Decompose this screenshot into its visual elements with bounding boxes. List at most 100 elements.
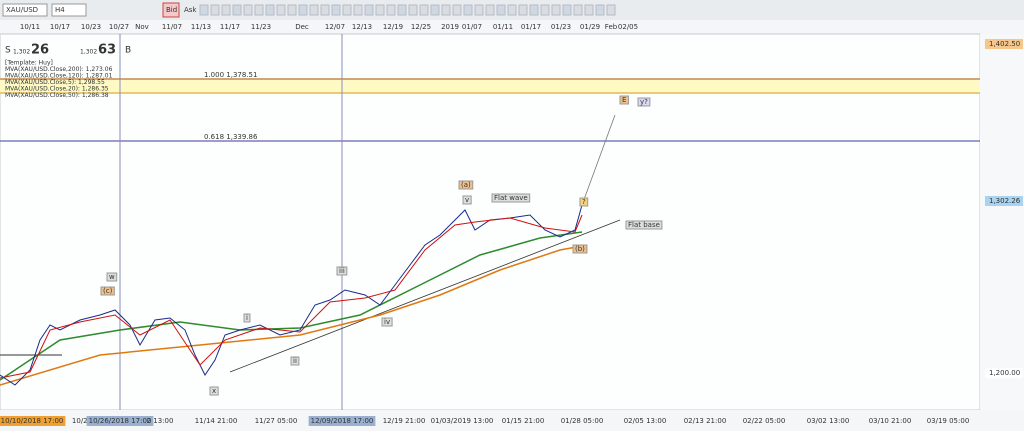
top-date: 12/13 (352, 23, 372, 31)
tool-icon (353, 4, 363, 16)
tool-icon (540, 4, 550, 16)
ma-line (0, 245, 583, 386)
wave-label-box (243, 313, 251, 323)
top-date: 01/07 (462, 23, 482, 31)
wave-label: E (622, 96, 626, 104)
wave-label-box (209, 386, 219, 396)
top-date: Feb (605, 23, 618, 31)
legend-entry: MVA(XAU/USD.Close,200): 1,273.06 (5, 66, 113, 73)
tool-icon (529, 4, 539, 16)
time-label: 02/13 21:00 (684, 417, 727, 425)
symbol-box (2, 3, 48, 17)
tool-icon (452, 4, 462, 16)
time-highlight (86, 416, 154, 426)
tool-icon (518, 4, 528, 16)
wave-label: (b) (575, 245, 585, 253)
top-date: 12/25 (411, 23, 431, 31)
wave-label-box (100, 286, 115, 296)
ma-line (0, 214, 583, 379)
wave-label-box (625, 220, 663, 230)
top-date: 01/11 (493, 23, 513, 31)
sell-small: 1,302 (13, 49, 30, 56)
tool-icon (364, 4, 374, 16)
tool-icon (342, 4, 352, 16)
wave-label: i (246, 314, 248, 322)
price-tag (985, 196, 1023, 206)
tool-icon (397, 4, 407, 16)
top-date-bar (0, 20, 1024, 34)
time-highlight (0, 416, 66, 426)
price-axis (980, 34, 1024, 410)
tool-icon (573, 4, 583, 16)
time-label: 12/09/2018 17:00 (311, 417, 374, 425)
price-label: 1,402.50 (989, 40, 1020, 48)
top-date: 10/27 (109, 23, 129, 31)
top-date: 10/17 (50, 23, 70, 31)
tool-icon (320, 4, 330, 16)
wave-label: iv (384, 318, 390, 326)
time-label: 03/02 13:00 (807, 417, 850, 425)
top-date: 11/17 (220, 23, 240, 31)
tool-icon (210, 4, 220, 16)
tool-icon (408, 4, 418, 16)
wave-label: (a) (461, 181, 471, 189)
wave-label-box (336, 266, 348, 276)
legend-entry: MVA(XAU/USD.Close,5): 1,298.55 (5, 79, 105, 86)
top-date: Nov (135, 23, 149, 31)
level-label: 1.000 1,378.51 (204, 71, 257, 79)
tool-icon (276, 4, 286, 16)
time-label: 01/15 21:00 (502, 417, 545, 425)
price-tag (985, 39, 1023, 49)
time-label: 10/26/2018 17:00 (89, 417, 152, 425)
wave-label: ii (293, 357, 297, 365)
top-date: 11/23 (251, 23, 271, 31)
tool-icon (254, 4, 264, 16)
time-label: 03/19 05:00 (927, 417, 970, 425)
price-label: 1,200.00 (989, 369, 1020, 377)
tool-icon (298, 4, 308, 16)
tool-icon (474, 4, 484, 16)
wave-label-box (290, 356, 300, 366)
sell-big: 26 (31, 43, 49, 58)
tool-icon (595, 4, 605, 16)
wave-label-box (458, 180, 474, 190)
tool-icon (375, 4, 385, 16)
tool-icon (584, 4, 594, 16)
tool-icon (606, 4, 616, 16)
wave-label: w (109, 273, 115, 281)
tool-icon (199, 4, 209, 16)
trend-line (229, 219, 621, 373)
tool-icon (265, 4, 275, 16)
top-date: 01/17 (521, 23, 541, 31)
wave-label-box (106, 272, 118, 282)
top-date: 01/29 (580, 23, 600, 31)
ask: Ask (184, 6, 197, 14)
price-tag (985, 368, 1023, 378)
top-date: 12/19 (383, 23, 403, 31)
wave-label-box (619, 95, 629, 105)
tool-icon (386, 4, 396, 16)
tool-icon (496, 4, 506, 16)
wave-label: (c) (103, 287, 113, 295)
time-label: 02/22 05:00 (743, 417, 786, 425)
time-label: 11/14 21:00 (195, 417, 238, 425)
time-label: 02/05 13:00 (624, 417, 667, 425)
tool-icon (463, 4, 473, 16)
legend-entry: MVA(XAU/USD.Close,120): 1,287.01 (5, 73, 113, 80)
tool-icon (485, 4, 495, 16)
top-date: 12/07 (325, 23, 345, 31)
time-axis (0, 410, 1024, 431)
wave-label: Flat wave (494, 194, 528, 202)
time-label: 01/03/2019 13:00 (431, 417, 494, 425)
wave-label: y? (640, 98, 648, 106)
level-band (0, 78, 980, 94)
level-label: 0.618 1,339.86 (204, 133, 258, 141)
tool-icon (287, 4, 297, 16)
top-date: 02/05 (618, 23, 638, 31)
top-date: 01/23 (551, 23, 571, 31)
wave-label-box (491, 193, 531, 203)
wave-label: iii (339, 267, 345, 275)
tool-icon (221, 4, 231, 16)
